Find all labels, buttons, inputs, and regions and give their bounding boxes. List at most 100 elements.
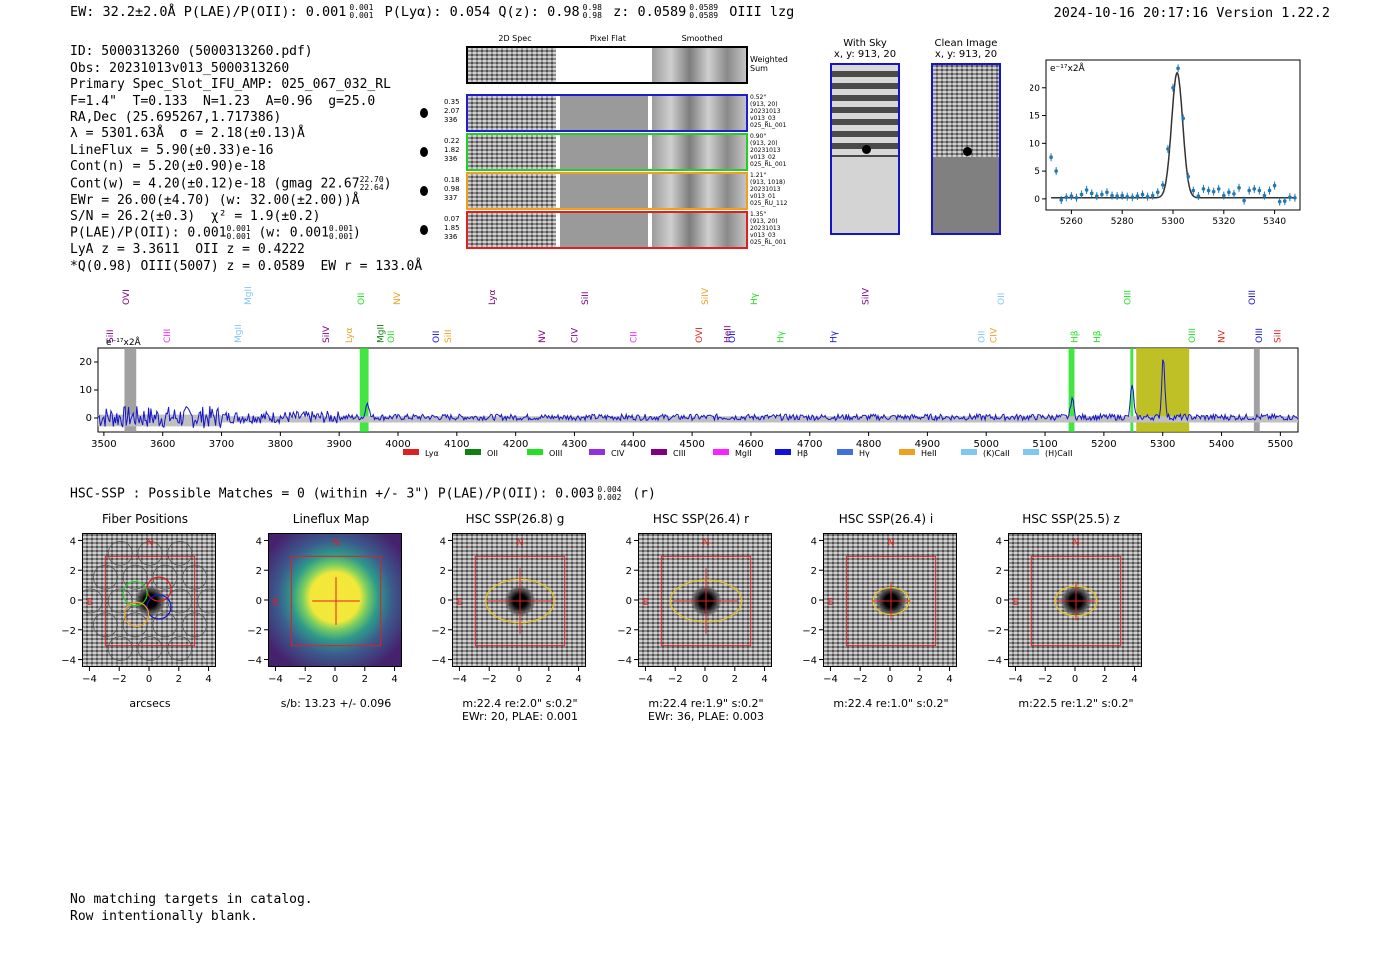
cutout-gap <box>648 213 652 247</box>
hsc-overlay: NE <box>827 537 937 647</box>
cutout-smoothed <box>652 213 746 247</box>
weighted-2d-spec <box>468 48 556 82</box>
fit-ytick-label: 5 <box>1034 167 1040 177</box>
fit-data-point <box>1176 64 1180 73</box>
spectrum-xtick-label: 5200 <box>1091 439 1116 450</box>
fit-data-point <box>1247 186 1251 195</box>
spectrum-line-label: MgII <box>244 286 254 305</box>
spectrum-line-label: SiII <box>581 291 591 305</box>
cutout-pixel-flat <box>560 96 648 130</box>
with-sky-stripes <box>832 65 898 157</box>
hsc-panel-title: HSC SSP(25.5) z <box>1022 512 1120 526</box>
cutout-meta-1: 1.35" <box>750 211 767 218</box>
footer-line-2: Row intentionally blank. <box>70 908 258 924</box>
cutout-stat-3: 337 <box>444 194 458 202</box>
svg-text:4: 4 <box>761 674 767 685</box>
svg-text:2: 2 <box>440 566 446 577</box>
fit-data-point <box>1186 172 1191 181</box>
cutout-meta-4: v013_03 <box>750 232 776 239</box>
cutout-stat-2: 2.07 <box>444 107 460 115</box>
svg-text:0: 0 <box>440 596 446 607</box>
header-q-sup: 0.98 <box>582 3 602 12</box>
header-z-sub: 0.0589 <box>689 11 719 20</box>
info-obs: Obs: 20231013v013_5000313260 <box>70 60 290 76</box>
svg-text:Hβ: Hβ <box>797 449 808 458</box>
cutout-smoothed <box>652 96 746 130</box>
cutout-smoothed <box>652 135 746 169</box>
spectrum-line-label: NV <box>1218 329 1228 343</box>
svg-text:4: 4 <box>811 536 817 547</box>
info-radec: RA,Dec (25.695267,1.717386) <box>70 110 282 126</box>
cutout-row-2 <box>420 133 748 171</box>
svg-text:MgII: MgII <box>735 449 752 458</box>
fit-data-point <box>1191 186 1196 195</box>
spectrum-xtick-label: 4600 <box>738 439 763 450</box>
fit-data-point <box>1272 181 1277 190</box>
spectrum-ylabel: e⁻¹⁷x2Å <box>106 336 142 348</box>
fit-data-point <box>1064 193 1069 202</box>
fit-data-point <box>1130 193 1135 202</box>
legend-item: Hγ <box>837 449 870 458</box>
spectrum-ytick-label: 10 <box>79 385 92 396</box>
cutout-gap <box>556 96 560 130</box>
cutout-stat-3: 336 <box>444 233 458 241</box>
svg-text:−2: −2 <box>617 626 632 637</box>
col-pixel-flat: Pixel Flat <box>590 34 626 43</box>
cutout-stat-1: 0.35 <box>444 98 460 106</box>
cutout-stat-1: 0.07 <box>444 215 460 223</box>
fit-data-point <box>1105 188 1109 197</box>
fit-data-point <box>1084 186 1089 194</box>
svg-text:2: 2 <box>626 566 632 577</box>
cutout-2d-spec <box>420 96 556 130</box>
spectrum-xtick-label: 3600 <box>150 439 175 450</box>
spectrum-xtick-label: 4100 <box>444 439 469 450</box>
cutout-stat-2: 0.98 <box>444 185 460 193</box>
fit-data-point <box>1252 184 1257 193</box>
hsc-caption: m:22.4 re:1.0" s:0.2" <box>833 697 949 710</box>
spectrum-xtick-label: 4300 <box>562 439 587 450</box>
spectrum-line-label: OII <box>387 331 397 343</box>
hsc-caption: m:22.5 re:1.2" s:0.2" <box>1018 697 1134 710</box>
cutout-gap <box>648 96 652 130</box>
info-cont-n: Cont(n) = 5.20(±0.90)e-18 <box>70 159 266 175</box>
svg-text:2: 2 <box>732 674 738 685</box>
svg-text:−4: −4 <box>617 656 632 667</box>
spectrum-xtick-label: 4700 <box>797 439 822 450</box>
hsc-overlay: NE <box>456 537 566 647</box>
spectrum-line-label: OII <box>432 331 442 343</box>
svg-text:0: 0 <box>146 674 152 685</box>
fit-data-point <box>1267 186 1272 195</box>
cutout-meta-5: 025_RL_001 <box>750 239 787 246</box>
spectrum-line-label: OVI <box>695 327 705 343</box>
svg-text:−2: −2 <box>802 626 817 637</box>
spectrum-line-label: OIII <box>1188 328 1198 343</box>
info-best-z: *Q(0.98) OIII(5007) z = 0.0589 EW r = 13… <box>70 258 423 274</box>
spectrum-xtick-label: 4200 <box>503 439 528 450</box>
spectrum-line-label: CIV <box>989 327 999 343</box>
info-fiber-stats: F=1.4" T=0.133 N=1.23 A=0.96 g=25.0 <box>70 93 376 109</box>
spectrum-xtick-label: 4000 <box>385 439 410 450</box>
cutout-stats: 0.22 1.82 336 <box>444 137 464 164</box>
col-smoothed: Smoothed <box>681 34 723 43</box>
svg-text:4: 4 <box>996 536 1002 547</box>
clean-image-lower <box>933 157 999 233</box>
clean-image-title: Clean Image <box>934 38 998 49</box>
fit-plot-frame <box>1045 59 1301 211</box>
svg-text:−2: −2 <box>247 626 262 637</box>
footer-notes: No matching targets in catalog. Row inten… <box>70 876 313 942</box>
fit-data-point <box>1059 196 1064 204</box>
fit-data-point <box>1115 192 1119 201</box>
legend-item: CIII <box>651 449 686 458</box>
svg-text:−2: −2 <box>1038 674 1053 685</box>
spectrum-line-label: SiII <box>1273 329 1283 343</box>
clean-image-source <box>963 147 972 156</box>
info-plae-sup: 0.001 <box>226 224 251 234</box>
cutout-row-1 <box>420 94 748 132</box>
spectrum-line-label: Hγ <box>776 330 786 343</box>
spectrum-xtick-label: 5100 <box>1032 439 1057 450</box>
with-sky-image <box>830 63 900 235</box>
svg-text:2: 2 <box>362 674 368 685</box>
svg-text:−2: −2 <box>482 674 497 685</box>
